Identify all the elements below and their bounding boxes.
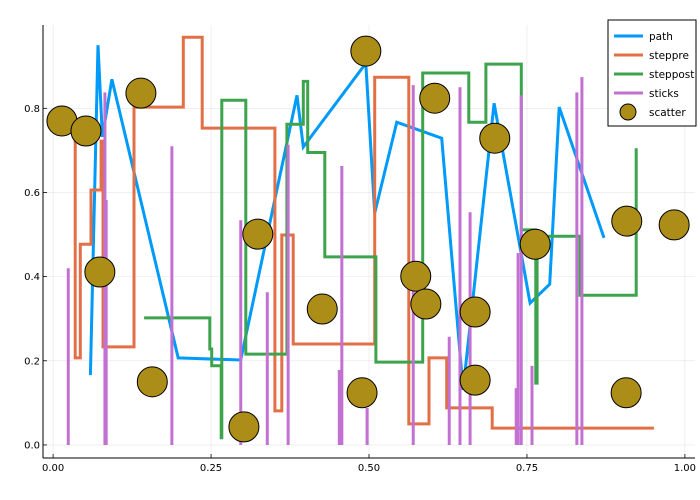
scatter-point bbox=[242, 218, 274, 250]
series-layer bbox=[46, 35, 690, 445]
series-steppost bbox=[144, 62, 638, 440]
path-line bbox=[88, 45, 606, 390]
steppost-line bbox=[144, 62, 638, 440]
legend-label: steppost bbox=[649, 69, 694, 81]
y-tick-label: 0.8 bbox=[24, 104, 40, 115]
scatter-point bbox=[459, 296, 491, 328]
x-tick-label: 1.00 bbox=[674, 463, 696, 474]
legend-item-steppre: steppre bbox=[614, 50, 689, 62]
x-tick-label: 0.50 bbox=[358, 463, 380, 474]
x-tick-label: 0.00 bbox=[42, 463, 64, 474]
axes: 0.00 0.25 0.50 0.75 1.00 0.0 0.2 0.4 0.6 0.8 bbox=[24, 25, 696, 474]
y-tick-label: 0.2 bbox=[24, 356, 40, 367]
legend-item-path: path bbox=[614, 31, 673, 43]
x-tick-label: 0.75 bbox=[516, 463, 538, 474]
scatter-point bbox=[350, 35, 382, 67]
series-scatter bbox=[46, 35, 690, 443]
scatter-point bbox=[459, 364, 491, 396]
scatter-point bbox=[419, 82, 451, 114]
y-tick-label: 0.0 bbox=[24, 440, 40, 451]
steppre-line bbox=[73, 35, 654, 430]
legend-item-steppost: steppost bbox=[614, 69, 694, 81]
scatter-point bbox=[228, 411, 260, 443]
y-tick-label: 0.6 bbox=[24, 188, 40, 199]
scatter-point bbox=[136, 366, 168, 398]
legend: path steppre steppost sticks scatter bbox=[607, 19, 697, 127]
scatter-point bbox=[70, 115, 102, 147]
legend-item-sticks: sticks bbox=[614, 88, 679, 100]
scatter-point bbox=[346, 377, 378, 409]
legend-label: sticks bbox=[649, 88, 679, 100]
series-path bbox=[88, 45, 606, 390]
legend-label: scatter bbox=[649, 107, 686, 119]
scatter-point bbox=[611, 205, 643, 237]
scatter-point bbox=[84, 256, 116, 288]
series-steppre bbox=[73, 35, 654, 430]
scatter-point bbox=[400, 260, 432, 292]
scatter-point bbox=[125, 77, 157, 109]
legend-label: path bbox=[649, 31, 673, 43]
scatter-point bbox=[658, 209, 690, 241]
scatter-point bbox=[610, 377, 642, 409]
scatter-point bbox=[410, 288, 442, 320]
legend-item-scatter: scatter bbox=[619, 103, 686, 121]
scatter-point bbox=[519, 228, 551, 260]
x-tick-label: 0.25 bbox=[200, 463, 222, 474]
legend-label: steppre bbox=[649, 50, 689, 62]
legend-marker bbox=[619, 103, 637, 121]
scatter-point bbox=[306, 293, 338, 325]
y-tick-label: 0.4 bbox=[24, 272, 40, 283]
scatter-point bbox=[479, 122, 511, 154]
